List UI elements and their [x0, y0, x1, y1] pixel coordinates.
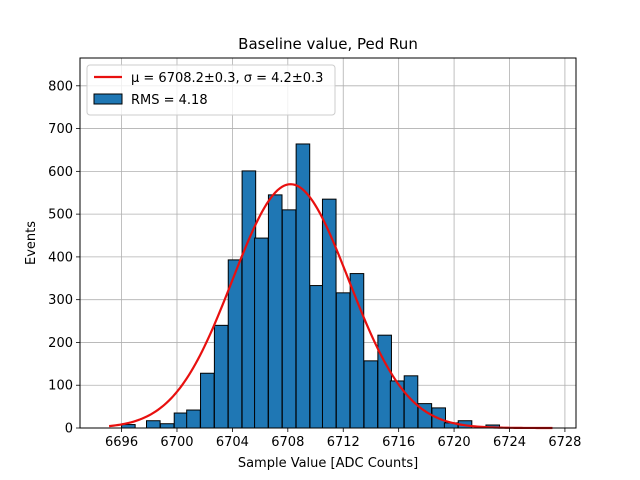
y-tick-label: 500	[48, 208, 73, 223]
histogram-bar	[363, 360, 379, 429]
x-tick-label: 6728	[548, 435, 581, 450]
chart-title: Baseline value, Ped Run	[238, 35, 418, 53]
x-tick-label: 6700	[160, 435, 193, 450]
legend-fit-label: μ = 6708.2±0.3, σ = 4.2±0.3	[131, 71, 323, 86]
histogram-bars	[121, 143, 501, 429]
x-axis-label: Sample Value [ADC Counts]	[238, 456, 418, 471]
fit-curve-group	[108, 183, 553, 430]
histogram-bar	[173, 412, 189, 429]
histogram-bar	[267, 194, 283, 429]
legend-box	[86, 64, 336, 116]
y-tick-label: 300	[48, 293, 73, 308]
gaussian-fit-curve	[108, 183, 553, 430]
histogram-bar	[403, 375, 419, 429]
legend-hist-label: RMS = 4.18	[131, 93, 208, 108]
y-tick-label: 0	[65, 422, 73, 437]
plot-frame	[79, 57, 577, 429]
y-tick-label: 800	[48, 79, 73, 94]
histogram-bar	[281, 209, 297, 429]
y-axis-ticks: 0 100 200 300 400 500 600 700 800	[48, 79, 80, 437]
y-tick-label: 600	[48, 165, 73, 180]
y-axis-label: Events	[24, 221, 39, 265]
x-axis-ticks: 6696 6700 6704 6708 6712 6716 6720 6724 6728	[105, 428, 581, 450]
x-tick-label: 6716	[382, 435, 415, 450]
histogram-bar	[254, 237, 269, 429]
histogram-bar	[186, 409, 201, 429]
x-tick-label: 6704	[216, 435, 249, 450]
histogram-bar	[159, 423, 175, 429]
histogram-bar	[335, 292, 351, 429]
histogram-bar	[146, 420, 161, 429]
x-tick-label: 6712	[327, 435, 360, 450]
histogram-bar	[200, 372, 215, 429]
histogram-bar	[377, 334, 392, 429]
y-tick-label: 400	[48, 250, 73, 265]
histogram-bar	[213, 324, 229, 429]
legend-hist-swatch	[93, 93, 123, 105]
x-tick-label: 6720	[438, 435, 471, 450]
x-tick-label: 6696	[105, 435, 138, 450]
y-tick-label: 200	[48, 336, 73, 351]
y-tick-label: 700	[48, 122, 73, 137]
histogram-bar	[349, 273, 365, 429]
y-tick-label: 100	[48, 379, 73, 394]
x-tick-label: 6724	[493, 435, 526, 450]
histogram-bar	[241, 170, 257, 429]
legend: μ = 6708.2±0.3, σ = 4.2±0.3 RMS = 4.18	[86, 64, 336, 116]
histogram-bar	[309, 285, 325, 429]
x-tick-label: 6708	[271, 435, 304, 450]
